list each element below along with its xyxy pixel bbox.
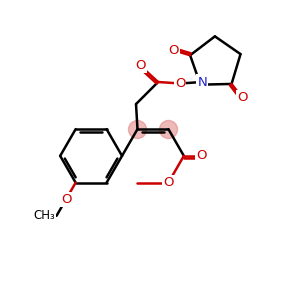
Text: CH₃: CH₃ bbox=[33, 209, 55, 222]
Text: O: O bbox=[168, 44, 178, 57]
Text: O: O bbox=[175, 77, 185, 90]
Text: O: O bbox=[135, 59, 146, 72]
Text: O: O bbox=[61, 193, 71, 206]
Text: N: N bbox=[197, 76, 207, 88]
Text: O: O bbox=[163, 176, 174, 189]
Text: O: O bbox=[175, 77, 185, 90]
Text: N: N bbox=[197, 76, 207, 88]
Text: O: O bbox=[196, 149, 207, 162]
Text: O: O bbox=[237, 92, 247, 104]
